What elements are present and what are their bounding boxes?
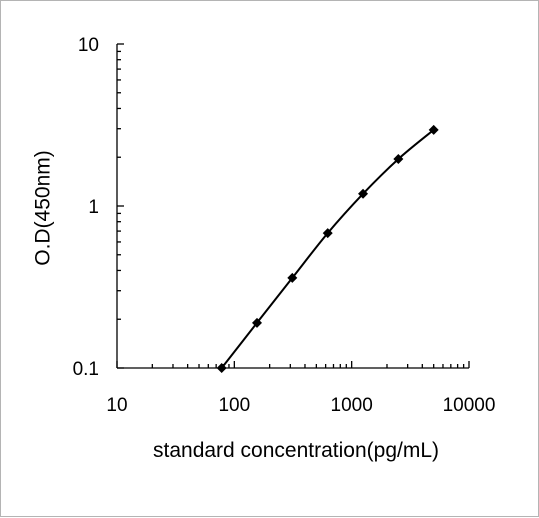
data-point-marker bbox=[358, 188, 369, 199]
y-tick-label: 1 bbox=[88, 197, 99, 218]
tick-labels: 10 100 1000 10000 0.1 1 10 bbox=[73, 35, 496, 416]
y-tick-label: 0.1 bbox=[73, 359, 99, 380]
x-tick-label: 100 bbox=[218, 395, 250, 416]
y-axis-title: O.D(450nm) bbox=[32, 150, 55, 266]
x-tick-label: 1000 bbox=[331, 395, 373, 416]
series-markers bbox=[216, 124, 439, 373]
data-point-marker bbox=[393, 154, 404, 165]
data-point-marker bbox=[216, 363, 227, 373]
y-tick-label: 10 bbox=[78, 35, 99, 56]
data-point-marker bbox=[322, 228, 333, 239]
axes bbox=[116, 43, 470, 369]
x-axis-title: standard concentration(pg/mL) bbox=[153, 439, 439, 462]
data-point-marker bbox=[287, 272, 298, 283]
data-point-marker bbox=[428, 124, 439, 135]
series-line bbox=[220, 129, 435, 369]
series-curve bbox=[220, 129, 435, 369]
x-tick-label: 10 bbox=[106, 395, 127, 416]
x-tick-label: 10000 bbox=[443, 395, 496, 416]
data-point-marker bbox=[251, 317, 262, 328]
